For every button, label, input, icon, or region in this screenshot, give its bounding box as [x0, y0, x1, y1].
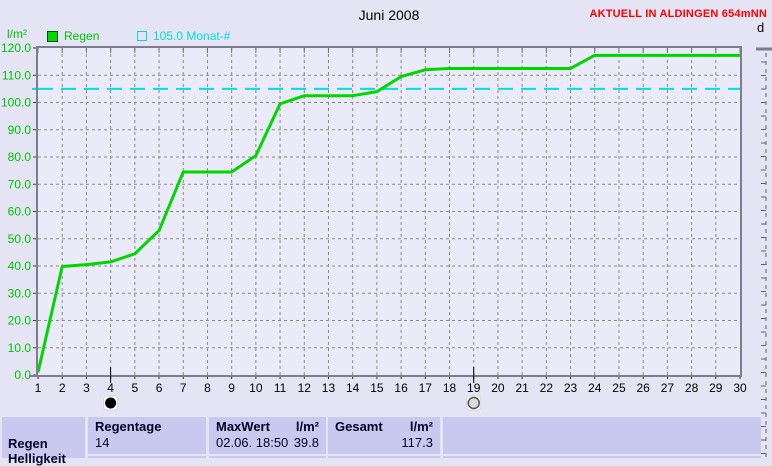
- regentage-header: Regentage: [95, 419, 162, 434]
- gesamt-header: Gesamt: [335, 419, 383, 434]
- y-tick-label: 90.0: [8, 123, 32, 137]
- next-row-cell: [209, 456, 326, 458]
- x-tick-label: 17: [419, 381, 433, 395]
- x-tick-label: 21: [515, 381, 529, 395]
- x-tick-label: 8: [204, 381, 211, 395]
- y-tick-label: 50.0: [8, 232, 32, 246]
- empty-summary-cell: [443, 417, 761, 454]
- sensor-row-label: Regen: [8, 436, 48, 451]
- x-tick-label: 18: [443, 381, 457, 395]
- legend-rain-label: Regen: [64, 29, 100, 43]
- x-tick-label: 10: [249, 381, 263, 395]
- station-status-text: AKTUELL IN ALDINGEN 654mNN: [589, 8, 767, 20]
- y-tick-label: 40.0: [8, 259, 32, 273]
- legend-norm-label: 105.0 Monat-#: [153, 29, 231, 43]
- regentage-cell: Regentage 14: [88, 417, 206, 454]
- maxwert-datetime: 02.06. 18:50: [216, 435, 289, 450]
- y-tick-label: 70.0: [8, 177, 32, 191]
- x-tick-label: 28: [685, 381, 699, 395]
- page-title: Juni 2008: [358, 7, 420, 23]
- new-moon-icon: [105, 397, 117, 409]
- maxwert-value: 39.8: [293, 435, 319, 450]
- x-tick-label: 5: [131, 381, 138, 395]
- legend-rain: Regen: [47, 29, 99, 43]
- x-tick-label: 27: [661, 381, 675, 395]
- gesamt-unit: l/m²: [409, 419, 433, 434]
- norm-swatch-icon: [137, 31, 147, 41]
- x-tick-label: 19: [467, 381, 481, 395]
- x-tick-label: 29: [709, 381, 723, 395]
- full-moon-icon: [467, 396, 480, 410]
- next-sensor-row-label: Helligkeit: [8, 451, 66, 466]
- x-tick-label: 20: [491, 381, 505, 395]
- y-tick-label: 100.0: [1, 96, 31, 110]
- next-panel-axis-label: d: [757, 20, 765, 35]
- table-row-label-cell: [2, 417, 85, 458]
- x-tick-label: 26: [636, 381, 650, 395]
- x-tick-label: 13: [322, 381, 336, 395]
- x-tick-label: 2: [59, 381, 66, 395]
- gesamt-value: 117.3: [401, 435, 433, 450]
- maxwert-header: MaxWert: [216, 419, 270, 434]
- maxwert-unit: l/m²: [295, 419, 319, 434]
- x-tick-label: 3: [83, 381, 90, 395]
- y-tick-label: 110.0: [2, 68, 31, 82]
- y-tick-label: 20.0: [8, 314, 32, 328]
- x-tick-label: 16: [394, 381, 408, 395]
- rain-swatch-icon: [47, 30, 58, 42]
- gesamt-cell: Gesamt l/m² 117.3: [328, 417, 440, 454]
- next-row-cell: [88, 456, 206, 458]
- x-tick-label: 7: [180, 381, 187, 395]
- x-tick-label: 22: [540, 381, 554, 395]
- x-tick-label: 14: [346, 381, 360, 395]
- x-tick-label: 12: [298, 381, 312, 395]
- x-tick-label: 6: [156, 381, 163, 395]
- x-tick-label: 9: [228, 381, 235, 395]
- x-tick-label: 1: [35, 381, 42, 395]
- y-axis-unit-label: l/m²: [7, 27, 27, 41]
- y-tick-label: 120.0: [1, 41, 31, 55]
- y-tick-label: 60.0: [8, 205, 32, 219]
- y-tick-label: 80.0: [8, 150, 32, 164]
- y-tick-label: 0.0: [14, 368, 31, 382]
- legend-monthly-norm: 105.0 Monat-#: [137, 29, 230, 43]
- next-row-cell: [443, 456, 761, 458]
- x-tick-label: 4: [107, 381, 114, 395]
- next-row-cell: [328, 456, 440, 458]
- maxwert-cell: MaxWert l/m² 02.06. 18:50 39.8: [209, 417, 326, 454]
- y-tick-label: 10.0: [8, 341, 32, 355]
- x-tick-label: 24: [588, 381, 602, 395]
- plot-frame: [36, 46, 742, 377]
- regentage-value: 14: [95, 435, 110, 450]
- x-tick-label: 30: [733, 381, 747, 395]
- x-tick-label: 23: [564, 381, 578, 395]
- rain-cumulative-line: [36, 53, 740, 373]
- x-tick-label: 15: [370, 381, 384, 395]
- x-tick-label: 25: [612, 381, 626, 395]
- x-tick-label: 11: [274, 381, 287, 395]
- y-tick-label: 30.0: [8, 286, 32, 300]
